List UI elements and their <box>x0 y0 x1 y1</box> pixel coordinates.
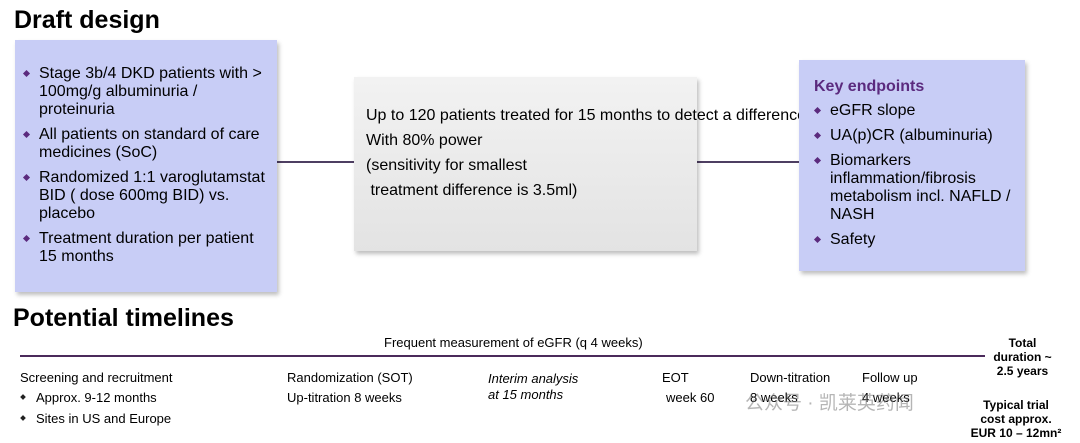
milestone-label: EOT <box>662 370 689 385</box>
milestone-list: Approx. 9-12 months Sites in US and Europ… <box>20 390 172 426</box>
milestone-detail: Up-titration 8 weeks <box>287 390 402 405</box>
milestone-detail: at 15 months <box>488 387 564 402</box>
milestone: Screening and recruitment Approx. 9-12 mo… <box>20 368 172 432</box>
left-list: Stage 3b/4 DKD patients with > 100mg/g a… <box>23 65 267 266</box>
bullet-item: Randomized 1:1 varoglutamstat BID ( dose… <box>23 169 267 223</box>
bullet-item: Stage 3b/4 DKD patients with > 100mg/g a… <box>23 65 267 119</box>
milestone: EOT week 60 <box>662 368 714 408</box>
bullet-item: eGFR slope <box>814 102 1019 120</box>
center-box: Up to 120 patients treated for 15 months… <box>354 77 944 251</box>
milestone-label: Screening and recruitment <box>20 370 173 385</box>
milestone-detail: 8 weeks <box>750 390 798 405</box>
milestone: Down-titration 8 weeks <box>750 368 830 408</box>
milestone-label: Randomization (SOT) <box>287 370 413 385</box>
center-line: With 80% power <box>366 132 483 149</box>
milestone-detail: 4 weeks <box>862 390 910 405</box>
bullet-item: Approx. 9-12 months <box>20 390 172 405</box>
milestone-detail: week 60 <box>666 390 715 405</box>
left-box: Stage 3b/4 DKD patients with > 100mg/g a… <box>15 40 277 292</box>
bullet-item: Sites in US and Europe <box>20 411 172 426</box>
milestone-label: Interim analysis <box>488 371 579 386</box>
watermark: 公众号 · 凯莱英药闻 <box>745 393 914 414</box>
right-box: Key endpoints eGFR slope UA(p)CR (albumin… <box>799 60 1025 271</box>
right-list: eGFR slope UA(p)CR (albuminuria) Biomarker… <box>814 102 1019 249</box>
section-title: Potential timelines <box>13 304 234 332</box>
bullet-item: Biomarkers inflammation/fibrosis metabol… <box>814 152 1019 224</box>
timeline-header: Frequent measurement of eGFR (q 4 weeks) <box>384 335 643 350</box>
bullet-item: All patients on standard of care medicin… <box>23 126 267 162</box>
bullet-item: UA(p)CR (albuminuria) <box>814 127 1019 145</box>
milestone: Randomization (SOT) Up-titration 8 weeks <box>287 368 413 408</box>
center-line: (sensitivity for smallest <box>366 157 527 174</box>
milestone-label: Down-titration <box>750 370 831 385</box>
section-title: Draft design <box>14 6 160 34</box>
milestone: Interim analysis at 15 months <box>488 371 578 403</box>
endpoints-title: Key endpoints <box>814 78 925 95</box>
total-duration: Total duration ~ 2.5 years <box>993 336 1052 378</box>
center-line: treatment difference is 3.5ml) <box>366 182 578 199</box>
center-lines: Up to 120 patients treated for 15 months… <box>366 103 944 203</box>
timeline-line <box>20 355 985 357</box>
milestone-label: Follow up <box>862 370 918 385</box>
center-line: Up to 120 patients treated for 15 months… <box>366 107 944 124</box>
milestone: Follow up 4 weeks <box>862 368 918 408</box>
trial-cost: Typical trial cost approx. EUR 10 – 12mn… <box>970 398 1062 440</box>
bullet-item: Safety <box>814 231 1019 249</box>
bullet-item: Treatment duration per patient 15 months <box>23 230 267 266</box>
